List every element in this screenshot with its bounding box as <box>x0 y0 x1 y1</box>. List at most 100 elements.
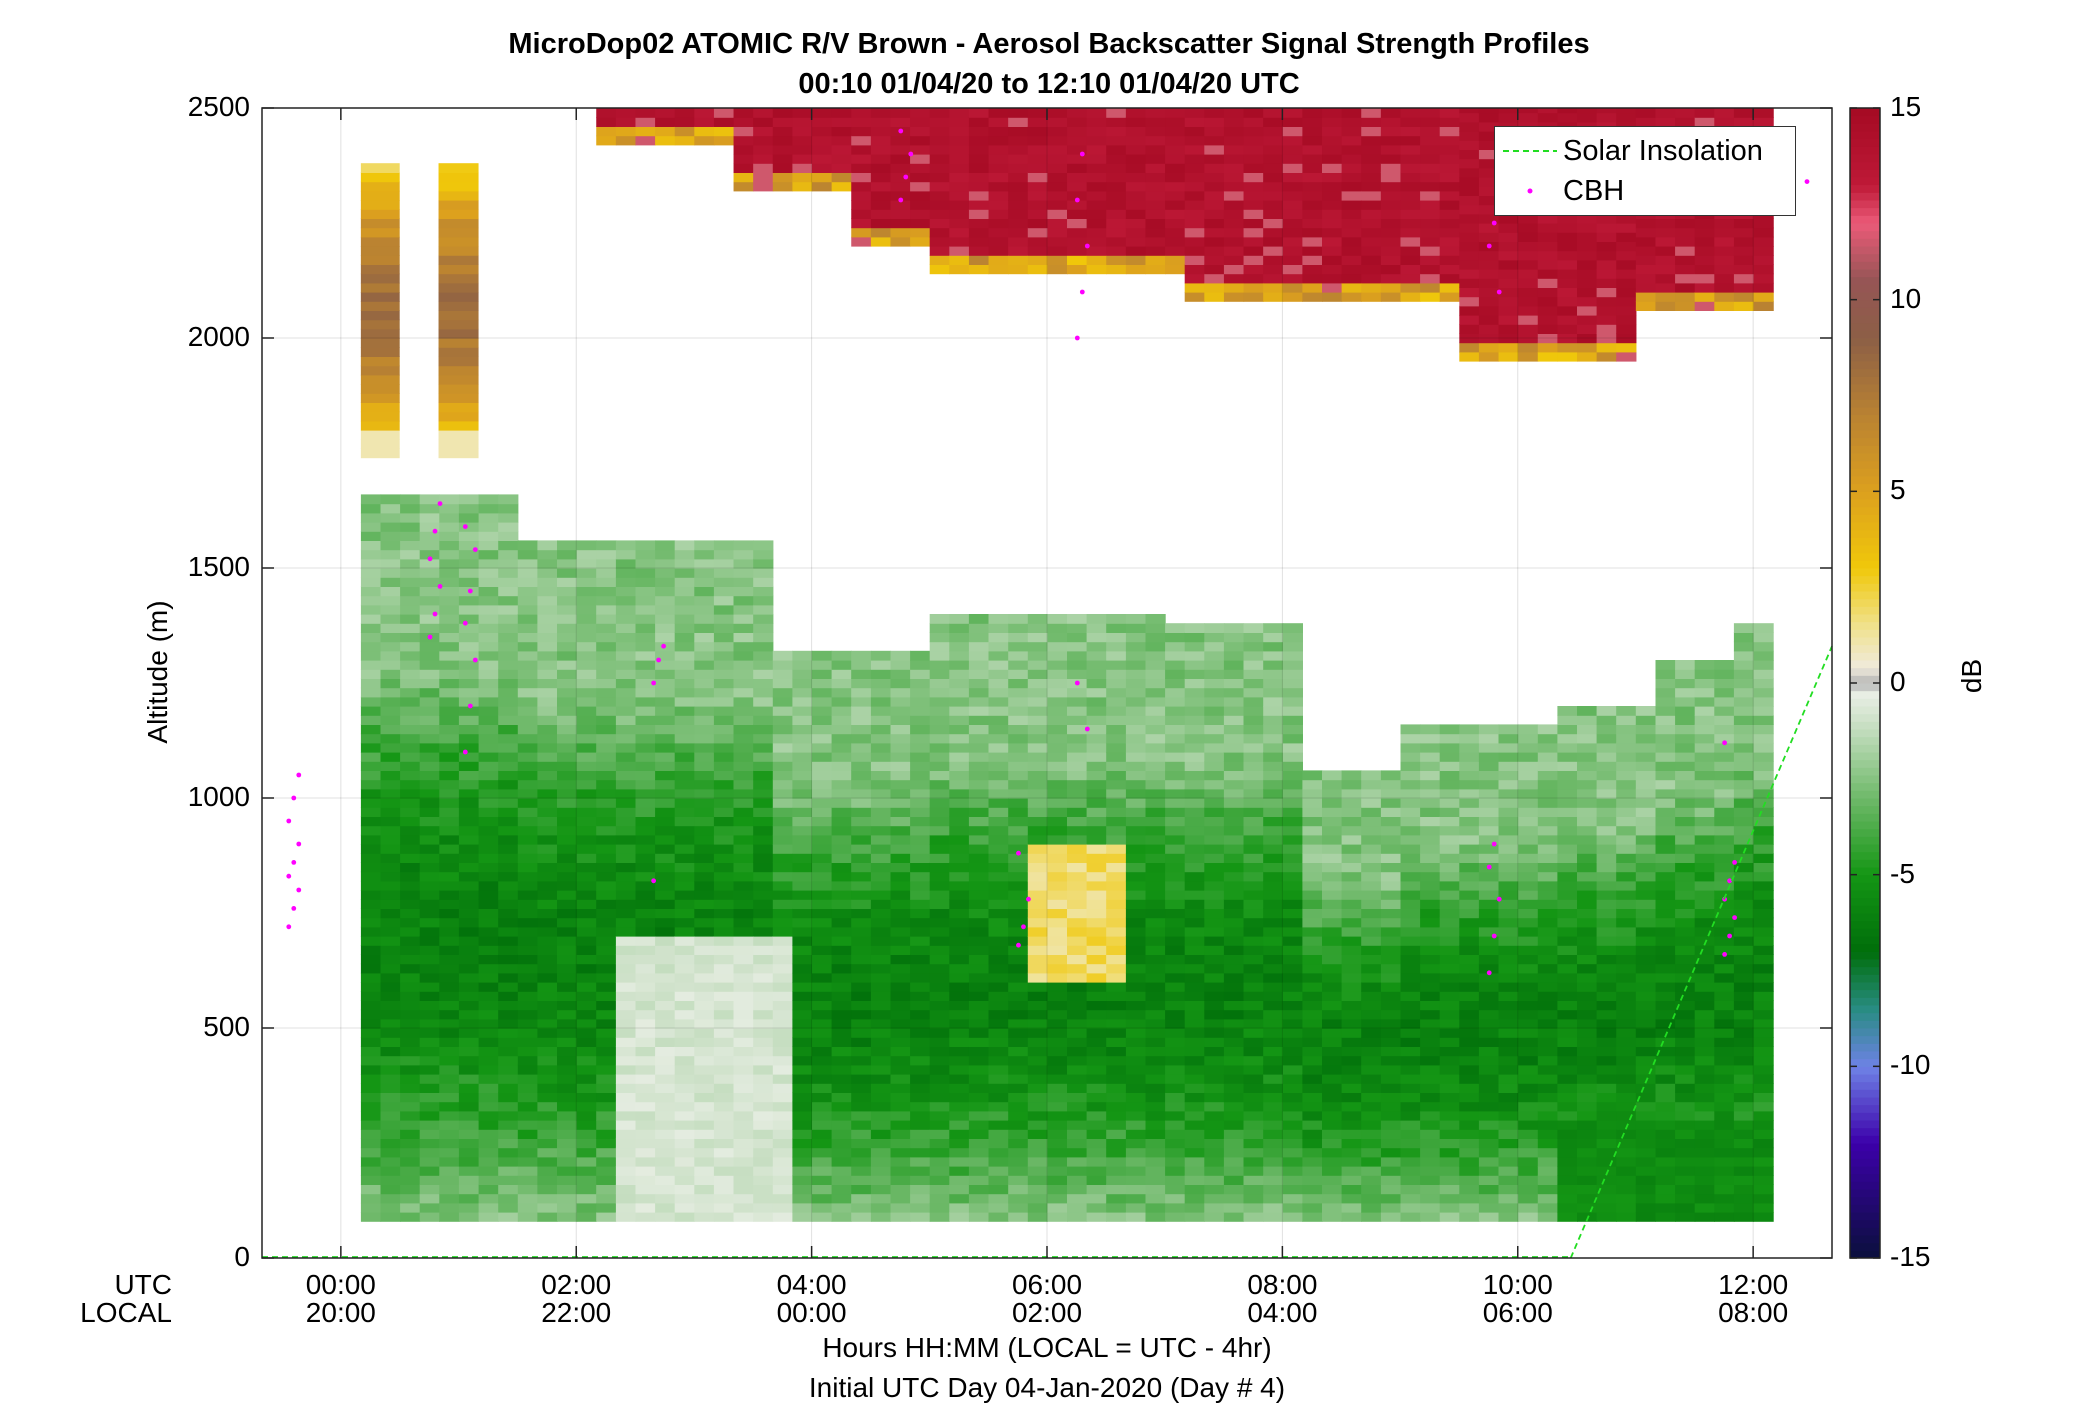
heatmap-cell <box>478 945 499 955</box>
heatmap-cell <box>929 1064 950 1075</box>
heatmap-cell <box>596 899 617 909</box>
heatmap-cell <box>1596 880 1617 891</box>
heatmap-cell <box>1459 954 1480 965</box>
heatmap-cell <box>1596 1147 1617 1158</box>
heatmap-cell <box>1557 991 1578 1001</box>
heatmap-cell <box>1282 936 1303 946</box>
heatmap-cell <box>360 531 382 541</box>
heatmap-cell <box>1106 742 1127 753</box>
heatmap-cell <box>1537 1212 1558 1222</box>
heatmap-cell <box>772 687 793 698</box>
heatmap-cell <box>517 706 538 716</box>
heatmap-cell <box>1341 1202 1362 1213</box>
heatmap-cell <box>1537 908 1558 919</box>
heatmap-cell <box>870 834 892 845</box>
heatmap-cell <box>1145 853 1166 863</box>
heatmap-cell <box>870 1000 892 1011</box>
heatmap-cell <box>772 963 793 974</box>
heatmap-cell <box>1753 1212 1774 1222</box>
heatmap-cell <box>1027 1120 1048 1130</box>
heatmap-cell <box>1577 982 1598 992</box>
heatmap-cell <box>1733 715 1755 725</box>
heatmap-cell <box>713 1147 735 1158</box>
heatmap-cell <box>517 568 538 578</box>
heatmap-cell <box>1694 1009 1715 1020</box>
heatmap-cell <box>870 770 892 781</box>
heatmap-cell <box>557 1018 578 1029</box>
heatmap-cell <box>438 347 479 357</box>
heatmap-cell <box>753 788 774 799</box>
heatmap-cell <box>400 1120 421 1130</box>
heatmap-cell <box>478 1037 499 1047</box>
heatmap-cell <box>674 586 695 597</box>
heatmap-cell <box>1675 706 1696 716</box>
heatmap-cell <box>890 1110 911 1121</box>
heatmap-cell <box>655 752 676 762</box>
heatmap-cell <box>557 825 578 836</box>
heatmap-cell <box>851 1110 872 1121</box>
heatmap-cell <box>635 623 656 633</box>
heatmap-cell <box>1243 660 1264 670</box>
heatmap-cell <box>1380 917 1402 928</box>
heatmap-cell <box>1380 807 1402 817</box>
heatmap-cell <box>1125 678 1147 689</box>
heatmap-cell <box>1753 834 1774 845</box>
heatmap-cell <box>1557 1138 1578 1149</box>
heatmap-cell <box>890 926 911 937</box>
heatmap-cell <box>812 1092 833 1103</box>
heatmap-cell <box>478 834 499 845</box>
heatmap-cell <box>1165 926 1186 937</box>
heatmap-cell <box>1655 880 1676 891</box>
heatmap-cell <box>439 1064 460 1075</box>
heatmap-cell <box>1223 844 1245 854</box>
heatmap-cell <box>1047 742 1068 753</box>
heatmap-cell <box>988 862 1009 873</box>
heatmap-cell <box>576 1184 597 1195</box>
heatmap-cell <box>1635 926 1656 937</box>
heatmap-cell <box>1322 1138 1343 1149</box>
heatmap-cell <box>1361 1166 1382 1176</box>
heatmap-cell <box>576 1202 597 1213</box>
heatmap-cell <box>1223 1046 1245 1057</box>
heatmap-cell <box>870 972 892 983</box>
heatmap-cell <box>772 144 793 155</box>
heatmap-cell <box>1694 908 1715 919</box>
heatmap-cell <box>713 117 735 127</box>
heatmap-cell <box>596 595 617 606</box>
heatmap-cell <box>968 1212 990 1222</box>
heatmap-cell <box>596 880 617 891</box>
heatmap-cell <box>517 982 538 992</box>
heatmap-cell <box>1635 1083 1656 1093</box>
heatmap-cell <box>1518 1212 1539 1222</box>
heatmap-cell <box>694 770 715 781</box>
heatmap-cell <box>1322 1028 1343 1038</box>
heatmap-cell <box>1733 1212 1755 1222</box>
heatmap-cell <box>733 926 754 937</box>
heatmap-cell <box>1263 880 1284 891</box>
heatmap-cell <box>557 687 578 698</box>
heatmap-cell <box>1165 890 1186 900</box>
heatmap-cell <box>1282 991 1303 1001</box>
heatmap-cell <box>576 779 597 790</box>
heatmap-cell <box>1694 660 1715 670</box>
heatmap-cell <box>1223 1156 1245 1167</box>
heatmap-cell <box>1518 991 1539 1001</box>
heatmap-cell <box>1498 890 1519 900</box>
heatmap-cell <box>694 706 715 716</box>
heatmap-cell <box>772 1028 793 1038</box>
heatmap-cell <box>988 209 1009 219</box>
heatmap-cell <box>988 163 1009 173</box>
heatmap-cell <box>439 678 460 689</box>
heatmap-cell <box>1478 733 1500 744</box>
heatmap-cell <box>1557 1064 1578 1075</box>
heatmap-cell <box>910 154 931 164</box>
heatmap-cell <box>1400 1018 1421 1029</box>
heatmap-cell <box>615 1166 637 1176</box>
heatmap-cell <box>1302 936 1323 946</box>
heatmap-cell <box>478 807 499 817</box>
heatmap-cell <box>1478 1046 1500 1057</box>
heatmap-cell <box>1145 899 1166 909</box>
heatmap-cell <box>1008 1064 1029 1075</box>
heatmap-cell <box>537 853 558 863</box>
heatmap-cell <box>713 650 735 661</box>
